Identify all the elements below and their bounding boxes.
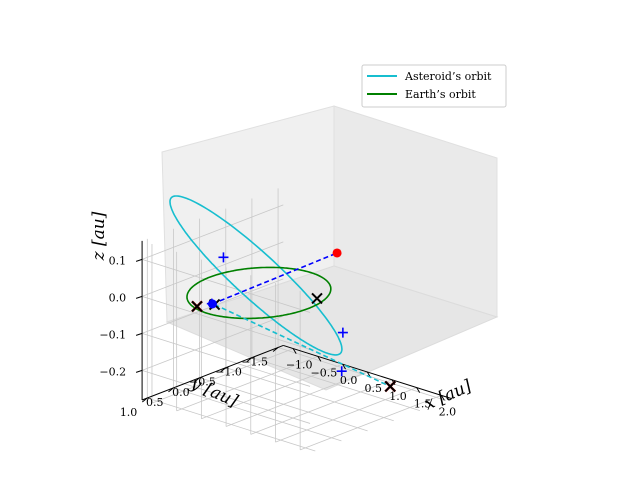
y-tick-mark bbox=[246, 357, 253, 362]
x-tick-mark bbox=[342, 363, 347, 370]
axes-panes bbox=[161, 105, 499, 391]
grid-line-x-floor bbox=[250, 379, 393, 435]
grid-line-x-floor bbox=[225, 371, 368, 427]
z-tick-label: −0.1 bbox=[99, 328, 126, 341]
z-tick-label: 0.0 bbox=[109, 291, 127, 304]
ticks: −1.0−0.50.00.51.01.52.01.00.50.0−0.5−1.0… bbox=[99, 254, 456, 419]
x-tick-label: −0.5 bbox=[311, 366, 338, 379]
x-tick-label: 1.0 bbox=[389, 390, 407, 403]
legend: Asteroid’s orbit Earth’s orbit bbox=[361, 64, 507, 108]
black-x-marker bbox=[191, 300, 203, 313]
grid-line-y-floor bbox=[225, 367, 394, 422]
y-tick-label: −1.0 bbox=[215, 366, 242, 379]
grid-line-y-floor bbox=[147, 397, 316, 452]
z-tick-label: −0.2 bbox=[99, 365, 126, 378]
grid-line-z-right bbox=[141, 333, 311, 387]
earth-position-dot bbox=[207, 299, 217, 309]
z-tick-mark bbox=[135, 258, 143, 262]
grid-line-x-floor bbox=[300, 395, 442, 451]
asteroid-chord-connector bbox=[214, 303, 391, 388]
grid-line-z-left bbox=[141, 241, 284, 297]
black-x-marker bbox=[384, 380, 396, 393]
x-tick-label: −1.0 bbox=[286, 359, 313, 372]
z-tick-mark bbox=[135, 295, 143, 299]
x-tick-mark bbox=[440, 395, 445, 401]
earth-asteroid-connector bbox=[212, 252, 338, 305]
grid-line-z-left bbox=[141, 204, 284, 260]
y-tick-label: 0.5 bbox=[146, 396, 164, 409]
x-tick-mark bbox=[317, 356, 322, 362]
y-axis-line bbox=[141, 344, 284, 401]
black-x-marker bbox=[311, 292, 323, 305]
grid-line-x-floor bbox=[151, 348, 294, 404]
legend-label-earth: Earth’s orbit bbox=[405, 88, 476, 101]
grid-line-x-floor bbox=[275, 387, 417, 443]
x-axis-line bbox=[283, 344, 452, 399]
grid-line-y-floor bbox=[173, 387, 342, 442]
y-tick-mark bbox=[168, 387, 174, 393]
y-tick-mark bbox=[272, 347, 279, 352]
z-tick-label: 0.1 bbox=[109, 254, 127, 267]
asteroid-position-dot bbox=[332, 248, 342, 258]
asteroid-plus-marker bbox=[336, 366, 347, 377]
earth-orbit-line bbox=[186, 266, 332, 320]
z-tick-mark bbox=[135, 369, 143, 373]
series-layer bbox=[169, 195, 343, 356]
legend-label-asteroid: Asteroid’s orbit bbox=[404, 70, 492, 83]
asteroid-plus-marker bbox=[218, 252, 229, 263]
x-tick-mark bbox=[292, 348, 297, 354]
y-tick-label: 1.0 bbox=[120, 406, 138, 419]
axis-lines bbox=[141, 240, 452, 401]
y-tick-label: −1.5 bbox=[241, 355, 268, 368]
x-tick-mark bbox=[416, 387, 421, 393]
grid-line-y-floor bbox=[199, 377, 368, 432]
y-tick-mark bbox=[220, 367, 227, 373]
x-tick-label: 0.5 bbox=[365, 382, 383, 395]
grid-line-z-right bbox=[141, 259, 311, 313]
z-tick-mark bbox=[135, 332, 143, 336]
asteroid-plus-marker bbox=[337, 327, 348, 338]
grid-line-z-right bbox=[141, 296, 311, 350]
x-tick-label: 1.5 bbox=[414, 398, 432, 411]
y-tick-mark bbox=[194, 377, 200, 383]
grid-line-y-floor bbox=[251, 357, 421, 412]
x-tick-label: 0.0 bbox=[340, 374, 358, 387]
legend-box bbox=[361, 64, 507, 108]
grid-line-x-floor bbox=[176, 356, 319, 412]
y-tick-mark bbox=[142, 397, 148, 403]
grid-line-x-floor bbox=[201, 363, 343, 420]
grid-line-z-right bbox=[141, 370, 311, 424]
asteroid-orbit-line bbox=[169, 195, 343, 356]
y-tick-label: −0.5 bbox=[189, 376, 216, 389]
x-tick-label: 2.0 bbox=[439, 405, 457, 418]
y-tick-label: 0.0 bbox=[172, 386, 190, 399]
markers-layer bbox=[191, 248, 397, 393]
z-axis-label: z [au] bbox=[89, 211, 109, 261]
